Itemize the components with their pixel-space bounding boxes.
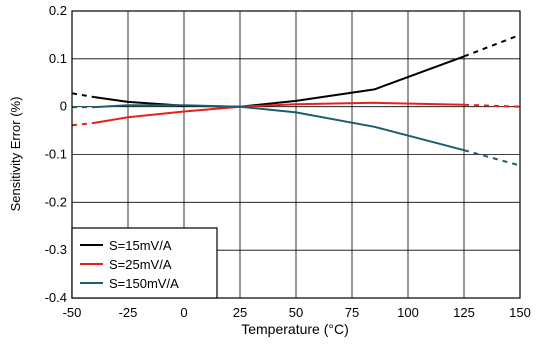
x-tick-label: 100 <box>397 305 419 320</box>
y-tick-label: -0.2 <box>45 194 67 209</box>
series-extrapolation-high-s-150mv-a <box>463 149 521 167</box>
legend-label: S=25mV/A <box>109 257 172 272</box>
y-tick-label: 0.1 <box>49 51 67 66</box>
x-tick-label: 125 <box>453 305 475 320</box>
y-tick-labels: 0.2 0.1 0 -0.1 -0.2 -0.3 -0.4 <box>45 3 67 305</box>
legend-label: S=15mV/A <box>109 238 172 253</box>
x-tick-labels: -50 -25 0 25 50 75 100 125 150 <box>63 305 531 320</box>
y-tick-label: -0.1 <box>45 147 67 162</box>
x-tick-label: 50 <box>289 305 303 320</box>
grid <box>71 10 521 299</box>
y-tick-label: -0.4 <box>45 290 67 305</box>
y-tick-label: 0 <box>60 99 67 114</box>
y-axis-label: Sensitivity Error (%) <box>8 97 23 212</box>
y-tick-label: 0.2 <box>49 3 67 18</box>
series-extrapolation-low-s-15mv-a <box>71 92 95 99</box>
series-line-s-150mv-a <box>94 104 465 152</box>
y-tick-label: -0.3 <box>45 242 67 257</box>
series-extrapolation-high-s-15mv-a <box>463 33 521 58</box>
series-line-s-15mv-a <box>94 55 465 108</box>
legend-label: S=150mV/A <box>109 276 179 291</box>
series-extrapolation-low-s-25mv-a <box>71 121 95 127</box>
plot-frame <box>71 10 521 299</box>
legend: S=15mV/A S=25mV/A S=150mV/A <box>71 227 218 299</box>
series-lines <box>71 33 521 167</box>
x-tick-label: 25 <box>233 305 247 320</box>
x-tick-label: 150 <box>509 305 531 320</box>
x-tick-label: 0 <box>180 305 187 320</box>
x-axis-label: Temperature (°C) <box>241 321 349 337</box>
x-tick-label: -50 <box>63 305 82 320</box>
x-tick-label: -25 <box>119 305 138 320</box>
x-tick-label: 75 <box>345 305 359 320</box>
